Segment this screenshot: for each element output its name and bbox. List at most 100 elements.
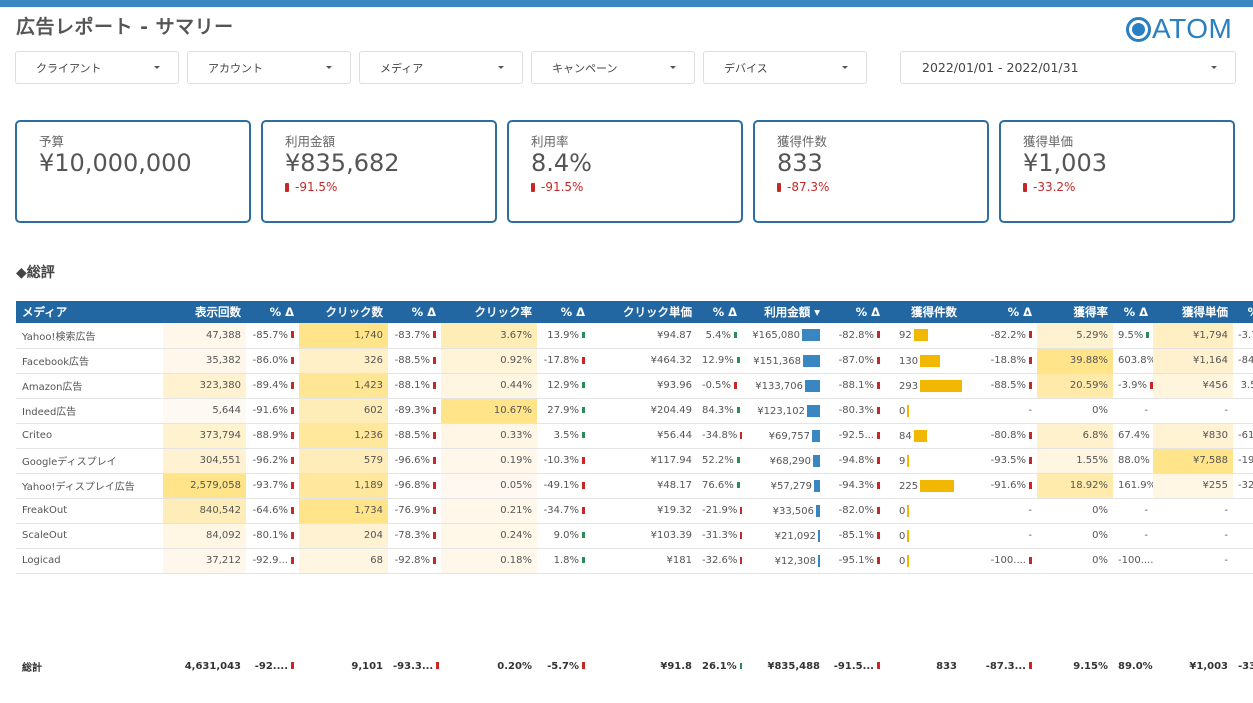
table-cell: 9.5% [1113,323,1153,349]
column-header[interactable]: 獲得単価 [1182,305,1228,319]
column-header[interactable]: % Δ [269,305,294,319]
column-header[interactable]: % Δ [1007,305,1032,319]
kpi-value: 833 [777,149,823,177]
table-cell: 1,734 [299,498,388,524]
kpi-change-value: -33.2% [1033,180,1076,194]
column-header[interactable]: 表示回数 [195,305,241,319]
table-cell: Googleディスプレイ [16,448,163,474]
table-cell: 89.0% [1113,654,1153,678]
table-cell: -88.5% [388,348,441,374]
table-cell: 579 [299,448,388,474]
table-cell: -86.0% [246,348,299,374]
spend-bar [812,429,820,442]
table-cell: ¥48.17 [590,473,697,499]
spend-bar [816,504,820,517]
cell-value: 0 [899,555,906,567]
table-cell: 0.44% [441,373,537,399]
filter-device[interactable]: デバイス [703,51,867,84]
cell-value: 225 [899,480,919,492]
table-cell: ¥835,488 [767,660,820,672]
column-header[interactable]: % Δ [712,305,737,319]
table-cell: -82.8% [825,323,885,349]
table-cell: 総計 [22,662,42,674]
spend-bar [813,454,820,467]
table-cell: 1,740 [299,323,388,349]
cell-value: 293 [899,380,919,392]
kpi-value: ¥1,003 [1023,149,1107,177]
table-cell: 9 [885,448,962,474]
kpi-change-value: -91.5% [541,180,584,194]
conversion-bar [907,554,910,567]
column-header[interactable]: % Δ [855,305,880,319]
table-cell: 84,092 [163,523,246,549]
table-cell: 76.6% [697,473,742,499]
table-cell: ¥33,506 [742,498,825,524]
table-cell: -100.... [962,548,1037,574]
table-cell: 12.9% [537,373,590,399]
kpi-label: 予算 [39,134,65,149]
table-cell: -94.8% [825,448,885,474]
column-header[interactable]: クリック率 [474,305,533,319]
chevron-down-icon [842,66,848,69]
table-cell: 88.0% [1113,448,1153,474]
table-row: Googleディスプレイ 304,551 -96.2% 579 -96.6% 0.19% -… [16,448,1253,474]
cell-value: ¥165,080 [752,330,800,342]
kpi-card-conversions: 獲得件数 833 -87.3% [753,120,989,223]
table-row: Yahoo!検索広告 47,388 -85.7% 1,740 -83.7% 3.67% 13… [16,323,1253,349]
table-cell: -80.1% [246,523,299,549]
column-header[interactable]: 利用金額 ▾ [764,305,820,319]
table-cell: 39.88% [1037,348,1113,374]
table-cell: Yahoo!ディスプレイ広告 [16,473,163,499]
table-cell: -3.9% [1113,373,1153,399]
table-cell: 304,551 [163,448,246,474]
date-range-picker[interactable]: 2022/01/01 - 2022/01/31 [900,51,1236,84]
kpi-change-value: -87.3% [787,180,830,194]
table-cell: FreakOut [16,498,163,524]
table-cell: 603.8% [1113,348,1153,374]
table-cell: Logicad [16,548,163,574]
conversion-bar [920,379,962,392]
table-cell: 0% [1037,548,1113,574]
table-cell: 92 [885,323,962,349]
spend-bar [803,354,820,367]
column-header[interactable]: % Δ [1123,305,1148,319]
filter-media[interactable]: メディア [359,51,523,84]
table-cell: 0 [885,398,962,424]
column-header[interactable]: % Δ [560,305,585,319]
table-cell: 0.21% [441,498,537,524]
cell-value: 0 [899,405,906,417]
table-cell: - [1153,498,1233,524]
table-cell: 225 [885,473,962,499]
table-row: FreakOut 840,542 -64.6% 1,734 -76.9% 0.21% -34… [16,498,1253,524]
column-header[interactable]: クリック数 [325,305,384,319]
column-header[interactable]: % Δ [411,305,436,319]
table-cell: - [1233,548,1253,574]
table-cell: ¥123,102 [742,398,825,424]
table-cell: -88.5% [388,423,441,449]
kpi-value: ¥835,682 [285,149,400,177]
column-header[interactable]: メディア [22,305,68,319]
column-header[interactable]: 獲得件数 [911,305,957,319]
table-cell: 6.8% [1037,423,1113,449]
kpi-card-cpa: 獲得単価 ¥1,003 -33.2% [999,120,1235,223]
column-header[interactable]: % Δ [1233,301,1253,323]
kpi-card-spend: 利用金額 ¥835,682 -91.5% [261,120,497,223]
table-cell: -89.4% [246,373,299,399]
table-row: Indeed広告 5,644 -91.6% 602 -89.3% 10.67% 27.9% ¥… [16,398,1253,424]
table-cell: -88.9% [246,423,299,449]
table-cell: ¥69,757 [742,423,825,449]
column-header[interactable]: 獲得率 [1073,305,1109,319]
table-cell: 1,236 [299,423,388,449]
spend-bar [818,554,820,567]
filter-client[interactable]: クライアント [15,51,179,84]
table-cell: -78.3% [388,523,441,549]
table-cell: 47,388 [163,323,246,349]
table-cell: -91.5... [825,654,885,678]
column-header[interactable]: クリック単価 [623,305,692,319]
table-cell: -92.5... [825,423,885,449]
filter-account[interactable]: アカウント [187,51,351,84]
table-cell: -49.1% [537,473,590,499]
filter-campaign[interactable]: キャンペーン [531,51,695,84]
table-cell: ¥19.32 [590,498,697,524]
kpi-change: -33.2% [1023,180,1075,194]
